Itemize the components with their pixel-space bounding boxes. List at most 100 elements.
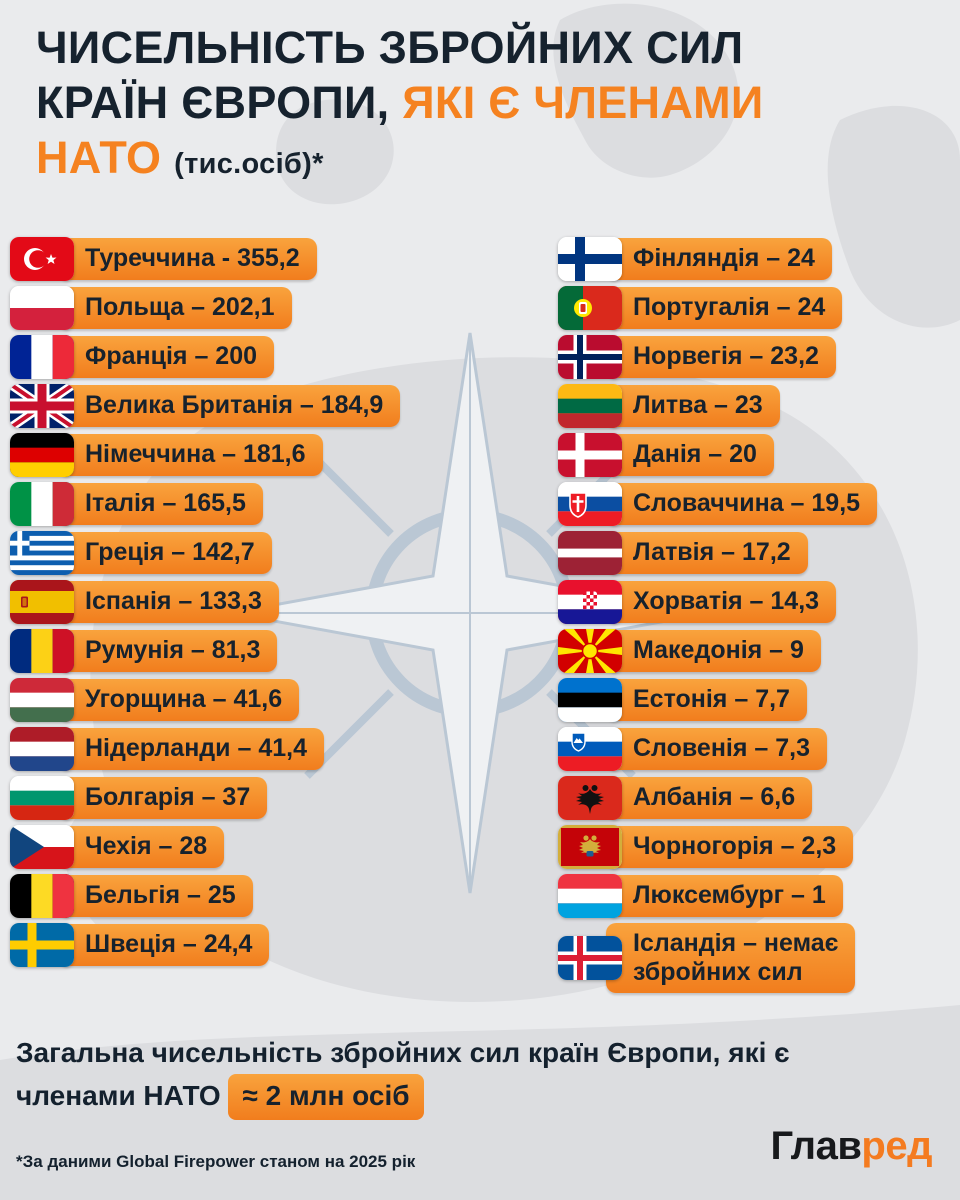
country-label: Данія – 20 [606, 434, 774, 476]
title-line1-text: ЧИСЕЛЬНІСТЬ ЗБРОЙНИХ СИЛ [36, 22, 744, 73]
hungary-flag-icon [10, 678, 74, 722]
country-row-spain: Іспанія – 133,3 [10, 580, 400, 624]
title-line2-dark: КРАЇН ЄВРОПИ, [36, 77, 390, 128]
country-row-italy: Італія – 165,5 [10, 482, 400, 526]
page-title: ЧИСЕЛЬНІСТЬ ЗБРОЙНИХ СИЛ КРАЇН ЄВРОПИ, Я… [36, 20, 764, 192]
country-row-czechia: Чехія – 28 [10, 825, 400, 869]
country-row-romania: Румунія – 81,3 [10, 629, 400, 673]
country-row-iceland: Ісландія – немає збройних сил [558, 923, 877, 993]
country-row-germany: Німеччина – 181,6 [10, 433, 400, 477]
glavred-logo: Главред [770, 1124, 932, 1169]
country-label: Іспанія – 133,3 [58, 581, 279, 623]
denmark-flag-icon [558, 433, 622, 477]
country-label: Ісландія – немає збройних сил [606, 923, 856, 993]
summary: Загальна чисельність збройних сил країн … [16, 1032, 846, 1120]
country-label: Польща – 202,1 [58, 287, 292, 329]
poland-flag-icon [10, 286, 74, 330]
country-label: Румунія – 81,3 [58, 630, 278, 672]
title-line2: КРАЇН ЄВРОПИ, ЯКІ Є ЧЛЕНАМИ [36, 75, 764, 130]
country-label: Угорщина – 41,6 [58, 679, 300, 721]
country-label: Естонія – 7,7 [606, 679, 807, 721]
germany-flag-icon [10, 433, 74, 477]
country-row-latvia: Латвія – 17,2 [558, 531, 877, 575]
netherlands-flag-icon [10, 727, 74, 771]
country-row-france: Франція – 200 [10, 335, 400, 379]
country-label: Литва – 23 [606, 385, 780, 427]
iceland-flag-icon [558, 936, 622, 980]
country-row-macedonia: Македонія – 9 [558, 629, 877, 673]
norway-flag-icon [558, 335, 622, 379]
logo-part2: ред [861, 1124, 932, 1168]
country-list-left: Туреччина - 355,2 Польща – 202,1 Франція –… [10, 237, 401, 967]
footnote: *За даними Global Firepower станом на 20… [16, 1152, 416, 1171]
country-row-hungary: Угорщина – 41,6 [10, 678, 400, 722]
country-row-greece: Греція – 142,7 [10, 531, 400, 575]
slovenia-flag-icon [558, 727, 622, 771]
country-list-right: Фінляндія – 24 Португалія – 24 Норвегія – … [558, 237, 878, 993]
country-label: Португалія – 24 [606, 287, 843, 329]
title-nato: НАТО [36, 132, 162, 183]
czechia-flag-icon [10, 825, 74, 869]
country-label: Бельгія – 25 [58, 875, 253, 917]
country-row-turkey: Туреччина - 355,2 [10, 237, 400, 281]
country-label: Чорногорія – 2,3 [606, 826, 854, 868]
country-row-lithuania: Литва – 23 [558, 384, 877, 428]
country-label: Люксембург – 1 [606, 875, 843, 917]
country-row-norway: Норвегія – 23,2 [558, 335, 877, 379]
country-row-sweden: Швеція – 24,4 [10, 923, 400, 967]
title-line3: НАТО (тис.осіб)* [36, 130, 764, 192]
title-line1: ЧИСЕЛЬНІСТЬ ЗБРОЙНИХ СИЛ [36, 20, 764, 75]
country-row-belgium: Бельгія – 25 [10, 874, 400, 918]
country-label: Словенія – 7,3 [606, 728, 828, 770]
country-row-netherlands: Нідерланди – 41,4 [10, 727, 400, 771]
macedonia-flag-icon [558, 629, 622, 673]
country-row-uk: Велика Британія – 184,9 [10, 384, 401, 428]
country-row-estonia: Естонія – 7,7 [558, 678, 877, 722]
romania-flag-icon [10, 629, 74, 673]
country-row-croatia: Хорватія – 14,3 [558, 580, 877, 624]
italy-flag-icon [10, 482, 74, 526]
portugal-flag-icon [558, 286, 622, 330]
country-row-luxembourg: Люксембург – 1 [558, 874, 877, 918]
summary-text: Загальна чисельність збройних сил країн … [16, 1037, 790, 1111]
lithuania-flag-icon [558, 384, 622, 428]
country-row-denmark: Данія – 20 [558, 433, 877, 477]
country-label: Хорватія – 14,3 [606, 581, 837, 623]
montenegro-flag-icon [558, 825, 622, 869]
bulgaria-flag-icon [10, 776, 74, 820]
summary-total-badge: ≈ 2 млн осіб [228, 1074, 424, 1120]
belgium-flag-icon [10, 874, 74, 918]
logo-part1: Глав [770, 1124, 862, 1168]
country-label: Фінляндія – 24 [606, 238, 832, 280]
uk-flag-icon [10, 384, 74, 428]
country-label: Німеччина – 181,6 [58, 434, 323, 476]
luxembourg-flag-icon [558, 874, 622, 918]
country-label: Швеція – 24,4 [58, 924, 270, 966]
country-row-albania: Албанія – 6,6 [558, 776, 877, 820]
country-row-montenegro: Чорногорія – 2,3 [558, 825, 877, 869]
country-label: Болгарія – 37 [58, 777, 268, 819]
country-row-portugal: Португалія – 24 [558, 286, 877, 330]
estonia-flag-icon [558, 678, 622, 722]
country-label: Франція – 200 [58, 336, 275, 378]
country-label: Македонія – 9 [606, 630, 821, 672]
sweden-flag-icon [10, 923, 74, 967]
finland-flag-icon [558, 237, 622, 281]
country-label: Велика Британія – 184,9 [58, 385, 401, 427]
spain-flag-icon [10, 580, 74, 624]
croatia-flag-icon [558, 580, 622, 624]
greece-flag-icon [10, 531, 74, 575]
title-unit-note: (тис.осіб)* [174, 148, 324, 180]
country-label: Італія – 165,5 [58, 483, 263, 525]
country-label: Чехія – 28 [58, 826, 225, 868]
country-label: Словаччина – 19,5 [606, 483, 878, 525]
title-line2-orange: ЯКІ Є ЧЛЕНАМИ [402, 77, 764, 128]
country-label: Туреччина - 355,2 [58, 238, 317, 280]
country-label: Латвія – 17,2 [606, 532, 808, 574]
france-flag-icon [10, 335, 74, 379]
country-row-slovakia: Словаччина – 19,5 [558, 482, 878, 526]
latvia-flag-icon [558, 531, 622, 575]
albania-flag-icon [558, 776, 622, 820]
country-label: Нідерланди – 41,4 [58, 728, 324, 770]
country-row-poland: Польща – 202,1 [10, 286, 400, 330]
